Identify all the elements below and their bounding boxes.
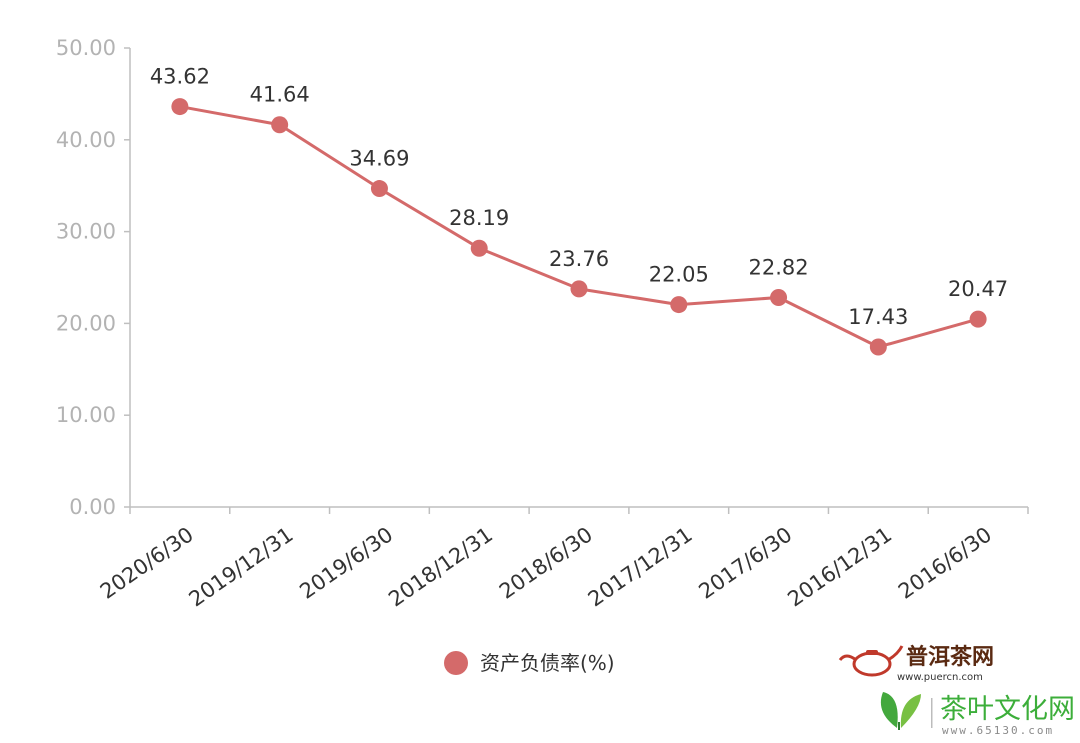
puercn-watermark: 普洱茶网 www.puercn.com [838, 644, 994, 683]
data-label: 23.76 [549, 247, 609, 271]
data-point [869, 338, 887, 356]
data-point [570, 280, 588, 298]
legend-marker [444, 651, 468, 675]
y-tick-label: 10.00 [56, 403, 116, 427]
x-tick-label: 2019/12/31 [185, 522, 298, 611]
data-point [470, 239, 488, 257]
watermark-divider [931, 698, 933, 728]
data-point [271, 116, 289, 134]
watermark-site1-name: 普洱茶网 [906, 644, 994, 670]
x-tick-label: 2017/12/31 [584, 522, 697, 611]
watermark-site2-name: 茶叶文化网 [940, 694, 1075, 725]
y-tick-label: 0.00 [69, 495, 116, 519]
x-tick-label: 2017/6/30 [694, 522, 796, 603]
data-label: 34.69 [349, 147, 409, 171]
data-point [670, 296, 688, 314]
data-label: 28.19 [449, 206, 509, 230]
x-axis: 2020/6/302019/12/312019/6/302018/12/3120… [96, 506, 1029, 611]
data-label: 22.05 [649, 263, 709, 287]
legend: 资产负债率(%) [444, 651, 615, 675]
y-tick-label: 20.00 [56, 311, 116, 335]
x-tick-label: 2020/6/30 [96, 522, 198, 603]
x-tick-label: 2018/6/30 [495, 522, 597, 603]
data-label: 43.62 [150, 65, 210, 89]
data-point [969, 310, 987, 328]
x-tick-label: 2019/6/30 [295, 522, 397, 603]
y-tick-label: 40.00 [56, 128, 116, 152]
data-point [770, 289, 788, 307]
x-tick-label: 2016/6/30 [894, 522, 996, 603]
data-label: 17.43 [848, 305, 908, 329]
data-label: 41.64 [250, 83, 310, 107]
data-point [171, 98, 189, 116]
65130-watermark: 茶叶文化网 www.65130.com [880, 692, 1075, 737]
data-point [370, 180, 388, 198]
watermark-site1-url: www.puercn.com [897, 672, 983, 683]
x-tick-label: 2018/12/31 [384, 522, 497, 611]
series-layer: 43.62 41.64 34.69 28.19 23.76 22.05 22.82 17.43… [150, 65, 1008, 356]
data-label: 20.47 [948, 277, 1008, 301]
tea-leaf-logo-icon [880, 692, 921, 730]
data-label: 22.82 [748, 256, 808, 280]
legend-label: 资产负债率(%) [480, 651, 615, 675]
teapot-logo-icon [838, 645, 904, 677]
y-tick-label: 50.00 [56, 36, 116, 60]
y-axis: 0.00 10.00 20.00 30.00 40.00 50.00 [56, 36, 131, 519]
x-tick-label: 2016/12/31 [783, 522, 896, 611]
watermark-site2-url: www.65130.com [942, 724, 1054, 737]
y-tick-label: 30.00 [56, 220, 116, 244]
